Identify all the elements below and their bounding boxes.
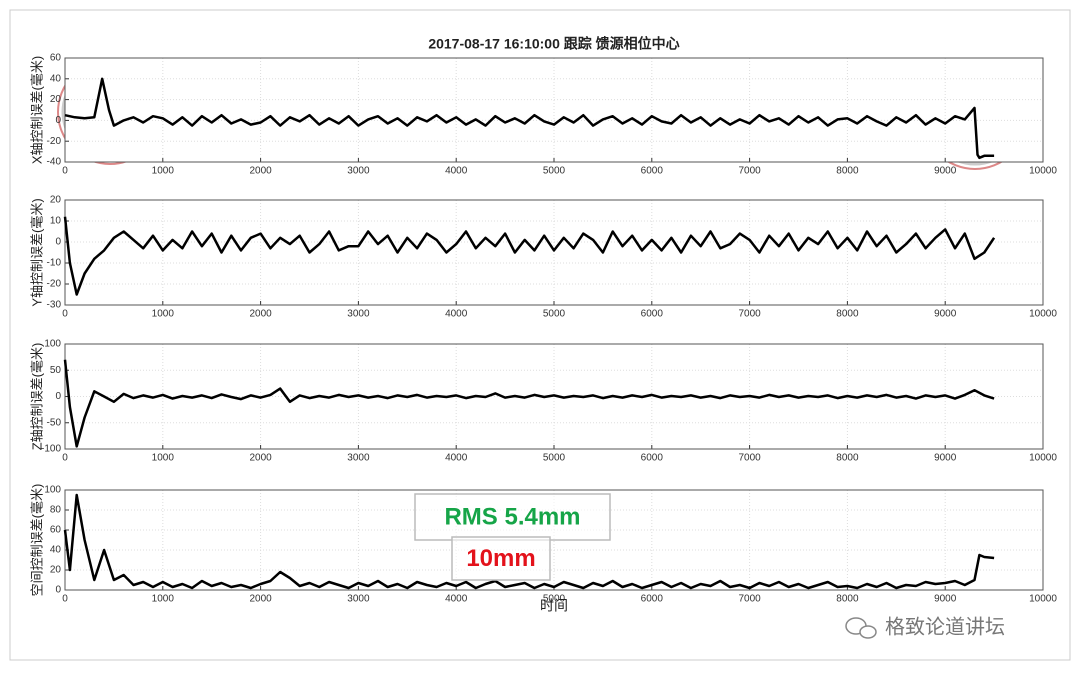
watermark: 格致论道讲坛 [885, 615, 1005, 638]
y-tick-label: 0 [55, 237, 61, 248]
y-tick-label: -20 [47, 279, 62, 290]
line [63, 359, 995, 448]
y-tick-label: 60 [50, 525, 62, 536]
y-tick-label: 60 [50, 53, 62, 64]
x-tick-label: 1000 [152, 309, 175, 320]
x-tick-label: 7000 [738, 166, 761, 177]
y-tick-label: 20 [50, 565, 62, 576]
x-tick-label: 5000 [543, 594, 566, 605]
y-tick-label: 40 [50, 73, 62, 84]
line [64, 77, 995, 160]
y-tick-label: 80 [50, 505, 62, 516]
x-tick-label: 9000 [934, 166, 957, 177]
y-tick-label: 100 [44, 485, 61, 496]
x-tick-label: 4000 [445, 166, 468, 177]
x-tick-label: 4000 [445, 594, 468, 605]
y-tick-label: 20 [50, 94, 62, 105]
x-tick-label: 1000 [152, 594, 175, 605]
x-tick-label: 2000 [249, 166, 272, 177]
y-tick-label: 40 [50, 545, 62, 556]
x-tick-label: 10000 [1029, 166, 1057, 177]
x-tick-label: 8000 [836, 166, 859, 177]
y-tick-label: 10 [50, 216, 62, 227]
x-tick-label: 10000 [1029, 453, 1057, 464]
x-tick-label: 3000 [347, 453, 370, 464]
y-tick-label: 0 [55, 585, 61, 596]
x-tick-label: 9000 [934, 309, 957, 320]
x-tick-label: 8000 [836, 453, 859, 464]
line [63, 216, 996, 296]
annotation: RMS 5.4mm [444, 503, 580, 530]
y-tick-label: -10 [47, 258, 62, 269]
x-tick-label: 8000 [836, 594, 859, 605]
x-tick-label: 7000 [738, 309, 761, 320]
annotation-box [414, 493, 611, 541]
x-tick-label: 7000 [738, 453, 761, 464]
x-tick-label: 3000 [347, 309, 370, 320]
y-tick-label: -20 [47, 136, 62, 147]
axes-box [64, 343, 1044, 450]
x-tick-label: 2000 [249, 309, 272, 320]
x-tick-label: 0 [62, 594, 68, 605]
x-tick-label: 7000 [738, 594, 761, 605]
y-tick-label: 100 [44, 339, 61, 350]
x-tick-label: 8000 [836, 309, 859, 320]
x-tick-label: 1000 [152, 166, 175, 177]
x-tick-label: 3000 [347, 166, 370, 177]
x-tick-label: 10000 [1029, 309, 1057, 320]
y-tick-label: 50 [50, 365, 62, 376]
x-tick-label: 2000 [249, 453, 272, 464]
y-tick-label: -100 [41, 444, 61, 455]
y-tick-label: 20 [50, 195, 62, 206]
x-tick-label: 10000 [1029, 594, 1057, 605]
axes-box [64, 199, 1044, 306]
axes-box [64, 57, 1044, 163]
y-tick-label: 0 [55, 115, 61, 126]
x-tick-label: 0 [62, 166, 68, 177]
line [63, 493, 995, 590]
x-tick-label: 6000 [641, 166, 664, 177]
y-tick-label: -40 [47, 157, 62, 168]
x-tick-label: 5000 [543, 309, 566, 320]
x-tick-label: 5000 [543, 166, 566, 177]
x-tick-label: 6000 [641, 309, 664, 320]
y-axis-label: 空间控制误差(毫米) [29, 484, 44, 597]
annotation-box [451, 536, 551, 581]
x-tick-label: 0 [62, 309, 68, 320]
x-tick-label: 5000 [543, 453, 566, 464]
x-tick-label: 9000 [934, 453, 957, 464]
x-tick-label: 6000 [641, 594, 664, 605]
y-axis-label: Z轴控制误差(毫米) [29, 343, 44, 451]
y-tick-label: 0 [55, 391, 61, 402]
y-tick-label: -50 [47, 417, 62, 428]
x-tick-label: 2000 [249, 594, 272, 605]
chart-title: 2017-08-17 16:10:00 跟踪 馈源相位中心 [428, 36, 679, 52]
x-tick-label: 6000 [641, 453, 664, 464]
y-axis-label: X轴控制误差(毫米) [29, 56, 44, 164]
x-tick-label: 0 [62, 453, 68, 464]
watermark-icon [845, 617, 877, 639]
x-axis-label: 时间 [540, 598, 568, 614]
x-tick-label: 1000 [152, 453, 175, 464]
x-tick-label: 4000 [445, 453, 468, 464]
x-tick-label: 4000 [445, 309, 468, 320]
x-tick-label: 9000 [934, 594, 957, 605]
y-tick-label: -30 [47, 300, 62, 311]
annotation: 10mm [466, 545, 535, 572]
y-axis-label: Y轴控制误差(毫米) [29, 198, 44, 306]
x-tick-label: 3000 [347, 594, 370, 605]
